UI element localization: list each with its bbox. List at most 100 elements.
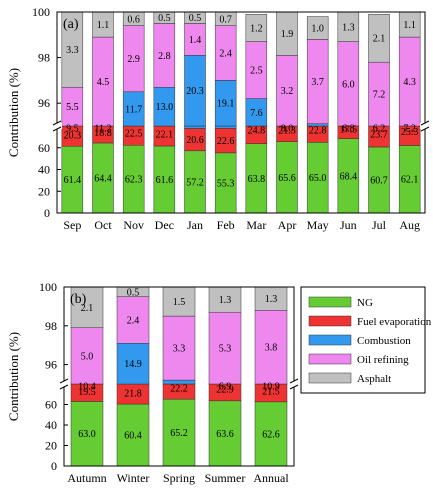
legend-label-ng: NG: [357, 297, 373, 309]
p1-label-ng: 55.3: [217, 178, 235, 189]
p1-label-combustion: 6.2: [373, 124, 386, 135]
p2-label-ng: 62.6: [262, 429, 280, 440]
p1-label-oil-refining: 4.5: [97, 77, 110, 88]
p2-label-asphalt: 1.5: [173, 297, 186, 308]
p1-label-asphalt: 1.2: [250, 23, 263, 34]
legend-swatch-ng: [308, 296, 352, 308]
p1-label-combustion: 9.5: [66, 124, 79, 135]
p1-category-mar: Mar: [246, 218, 266, 232]
legend-swatch-asphalt: [308, 372, 352, 384]
p1-ytick-label: 98: [38, 51, 50, 65]
p1-label-oil-refining: 2.4: [219, 49, 232, 60]
p1-bar-asphalt-upper: [368, 14, 390, 63]
p1-label-fuel-evaporation: 17.5: [340, 125, 358, 136]
p1-label-combustion: 11.2: [94, 124, 111, 135]
p2-bar-oil-refining-upper: [70, 327, 104, 385]
legend-label-oil-refining: Oil refining: [357, 354, 409, 366]
p2-panel-label: (b): [70, 292, 87, 307]
legend-label-asphalt: Asphalt: [357, 373, 391, 385]
p1-label-ng: 61.4: [64, 175, 82, 186]
p1-label-fuel-evaporation: 22.8: [309, 125, 327, 136]
p2-label-ng: 60.4: [124, 431, 142, 442]
p1-label-oil-refining: 4.3: [403, 77, 416, 88]
p1-label-oil-refining: 7.2: [373, 90, 386, 101]
p1-label-oil-refining: 6.0: [342, 79, 355, 90]
p1-y-axis-label: Contribution (%): [6, 68, 21, 157]
p2-label-ng: 65.2: [170, 428, 188, 439]
p1-bar-combustion-lower: [184, 125, 206, 129]
p1-axis-break-mark-left: [52, 126, 62, 132]
p1-label-ng: 65.6: [278, 173, 296, 184]
p1-bar-asphalt-upper: [306, 16, 329, 40]
p1-category-oct: Oct: [94, 218, 112, 232]
p2-label-ng: 63.6: [216, 429, 234, 440]
p1-label-fuel-evaporation: 25.3: [401, 127, 419, 138]
legend-label-combustion: Combustion: [357, 335, 411, 347]
p2-label-asphalt: 1.3: [265, 294, 278, 305]
p1-label-asphalt: 1.9: [281, 29, 294, 40]
p2-label-oil-refining: 5.3: [219, 344, 232, 355]
p2-ytick-label: 20: [45, 439, 57, 453]
p1-label-ng: 61.6: [156, 175, 174, 186]
p1-label-asphalt: 0.7: [219, 14, 232, 25]
p2-label-ng: 63.0: [78, 429, 96, 440]
p1-label-fuel-evaporation: 20.3: [64, 131, 82, 142]
p1-label-combustion: 13.0: [156, 102, 174, 113]
p1-label-fuel-evaporation: 23.7: [370, 130, 388, 141]
p1-axis-break-mark-right: [420, 126, 430, 132]
p1-category-apr: Apr: [278, 218, 297, 232]
p2-bar-ng-lower: [70, 401, 104, 467]
p2-ytick-label: 0: [51, 459, 57, 473]
legend-label-fuel-evaporation: Fuel evaporation: [357, 316, 432, 328]
p2-bar-ng-lower: [208, 400, 242, 467]
p1-label-fuel-evaporation: 18.8: [94, 128, 112, 139]
p2-bar-ng-lower: [116, 403, 150, 467]
p1-category-jan: Jan: [187, 218, 203, 232]
p2-ytick-label: 100: [39, 280, 57, 294]
p1-category-may: May: [307, 218, 329, 232]
p2-axis-break-gap-right: [289, 381, 298, 387]
legend-swatch-oil-refining: [308, 353, 352, 365]
p2-ytick-label: 60: [45, 398, 57, 412]
p2-category-autumn: Autumn: [67, 471, 106, 485]
p1-axis-break-gap-left: [53, 123, 62, 129]
p1-label-oil-refining: 2.5: [250, 66, 263, 77]
p1-label-asphalt: 1.1: [97, 20, 110, 31]
p1-category-feb: Feb: [217, 218, 235, 232]
p1-label-asphalt: 0.5: [158, 13, 171, 24]
p1-ytick-label: 96: [38, 96, 50, 110]
p1-label-ng: 60.7: [370, 175, 388, 186]
p2-label-asphalt: 1.3: [219, 295, 232, 306]
p1-label-asphalt: 1.0: [311, 23, 324, 34]
p2-axis-break-mark-right: [289, 384, 299, 390]
p1-label-asphalt: 3.3: [66, 45, 79, 56]
p2-axis-break-mark-left: [59, 378, 69, 384]
p2-axis-break-mark-right: [289, 378, 299, 384]
p1-label-fuel-evaporation: 21.3: [278, 126, 296, 137]
p1-label-oil-refining: 2.8: [158, 51, 171, 62]
p1-label-ng: 63.8: [248, 174, 266, 185]
p2-category-winter: Winter: [117, 471, 150, 485]
p2-ytick-label: 96: [45, 358, 57, 372]
p2-bar-oil-refining-upper: [162, 315, 196, 381]
p1-label-oil-refining: 1.4: [189, 35, 202, 46]
p2-ytick-label: 98: [45, 319, 57, 333]
p1-label-combustion: 20.3: [186, 86, 204, 97]
p2-bar-ng-lower: [254, 401, 288, 467]
p1-plot-frame: [56, 11, 426, 214]
p1-axis-break-gap-right: [420, 123, 429, 129]
p1-label-combustion: 19.1: [217, 99, 235, 110]
p1-ytick-label: 60: [38, 141, 50, 155]
p2-bar-oil-refining-upper: [208, 311, 242, 385]
p1-label-ng: 65.0: [309, 173, 327, 184]
p1-bar-asphalt-upper: [245, 14, 268, 42]
p1-label-fuel-evaporation: 20.6: [186, 135, 204, 146]
p1-panel-label: (a): [63, 17, 79, 32]
p1-label-asphalt: 1.1: [403, 20, 416, 31]
p1-label-fuel-evaporation: 24.8: [248, 126, 266, 137]
p2-label-asphalt: 0.5: [127, 287, 140, 298]
p1-ytick-label: 40: [38, 163, 50, 177]
p1-category-dec: Dec: [155, 218, 174, 232]
p2-label-oil-refining: 3.8: [265, 343, 278, 354]
